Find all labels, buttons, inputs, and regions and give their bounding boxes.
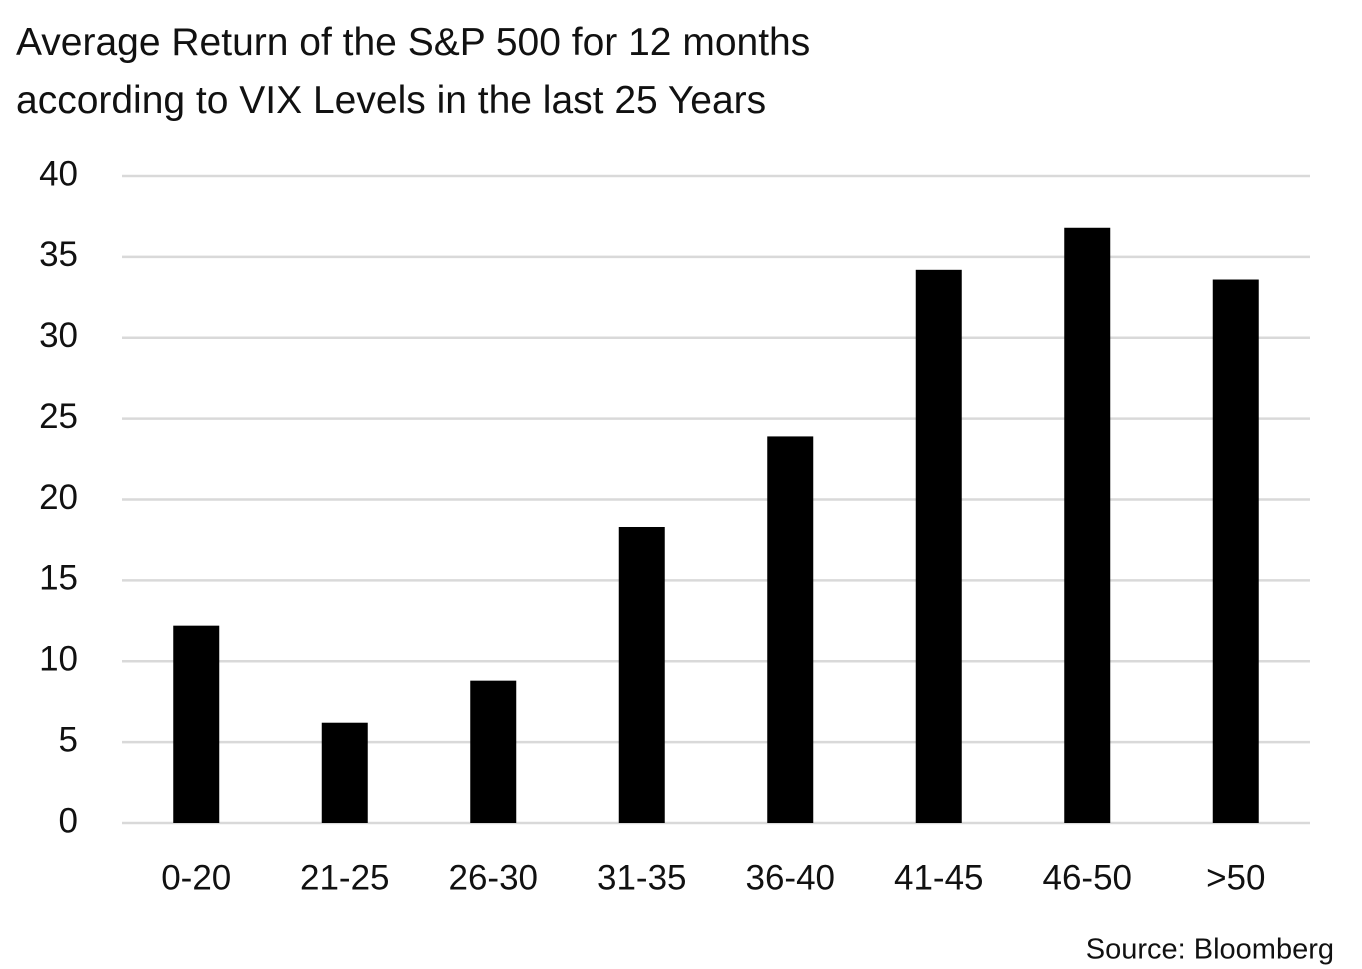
x-tick-label: 31-35 [597,858,687,897]
y-tick-label: 10 [39,640,78,679]
bar [767,436,814,823]
chart-title: Average Return of the S&P 500 for 12 mon… [16,21,811,122]
x-tick-label: 36-40 [745,858,835,897]
x-tick-label: 26-30 [448,858,538,897]
source-note: Source: Bloomberg [1086,934,1334,966]
y-tick-label: 15 [39,559,78,598]
x-tick-label: 21-25 [300,858,390,897]
y-tick-label: 25 [39,397,78,436]
y-tick-label: 20 [39,478,78,517]
x-tick-label: 46-50 [1042,858,1132,897]
bar [1064,227,1111,823]
y-tick-label: 30 [39,316,78,355]
bar [321,722,368,823]
y-tick-label: 5 [59,720,78,759]
x-tick-label: 0-20 [161,858,231,897]
x-tick-label: >50 [1206,858,1265,897]
x-tick-label: 41-45 [894,858,984,897]
y-tick-label: 35 [39,235,78,274]
bar [618,526,665,823]
bar [470,680,517,823]
bar [173,625,220,823]
bar [915,269,962,823]
y-tick-label: 40 [39,154,78,193]
bar [1212,279,1259,823]
y-tick-label: 0 [59,801,78,840]
